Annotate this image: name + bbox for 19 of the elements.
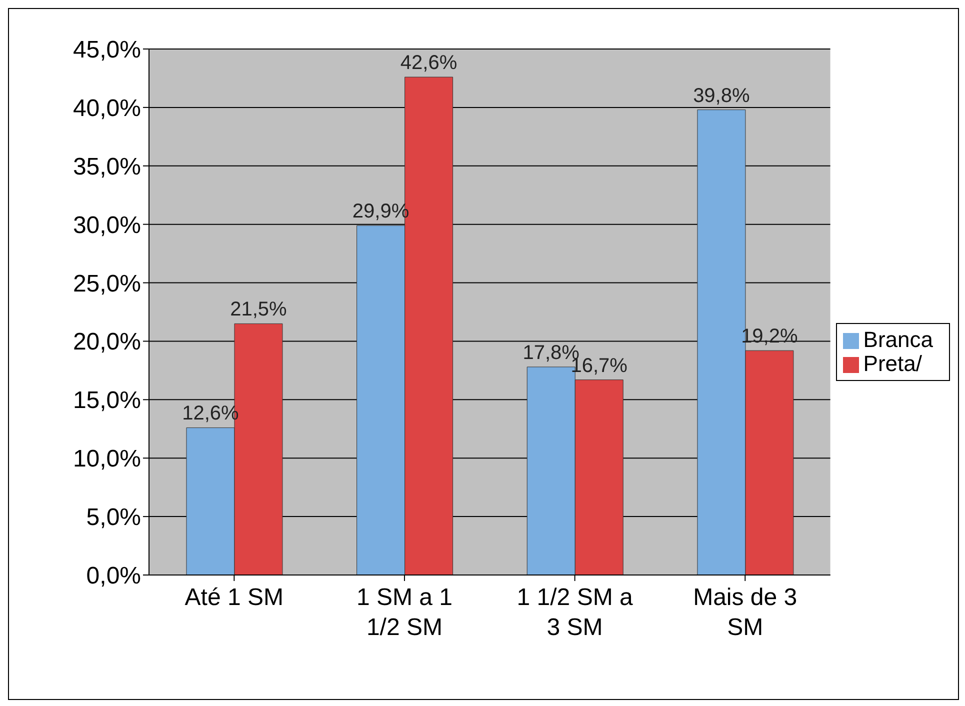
x-tick-label: 1 SM a 1 1/2 SM	[356, 584, 453, 641]
data-label: 39,8%	[693, 84, 750, 107]
y-tick-label: 10,0%	[72, 446, 141, 473]
y-tick-label: 30,0%	[72, 212, 141, 239]
data-label: 42,6%	[400, 52, 458, 74]
y-tick-label: 35,0%	[72, 153, 141, 180]
x-tick-label: 1 1/2 SM a 3 SM	[516, 584, 634, 641]
legend-label: Preta/	[863, 351, 922, 376]
y-tick-label: 15,0%	[72, 387, 141, 414]
y-tick-label: 40,0%	[72, 94, 141, 122]
y-tick-label: 20,0%	[72, 328, 141, 356]
y-tick-label: 0,0%	[86, 562, 141, 590]
x-tick-label: Até 1 SM	[184, 584, 284, 611]
legend-label: Branca	[863, 327, 933, 352]
x-tick-label: Mais de 3 SM	[693, 584, 798, 641]
y-tick-label: 25,0%	[72, 270, 141, 298]
y-tick-label: 5,0%	[86, 504, 141, 532]
data-label: 21,5%	[230, 298, 288, 321]
y-tick-label: 45,0%	[72, 36, 141, 64]
